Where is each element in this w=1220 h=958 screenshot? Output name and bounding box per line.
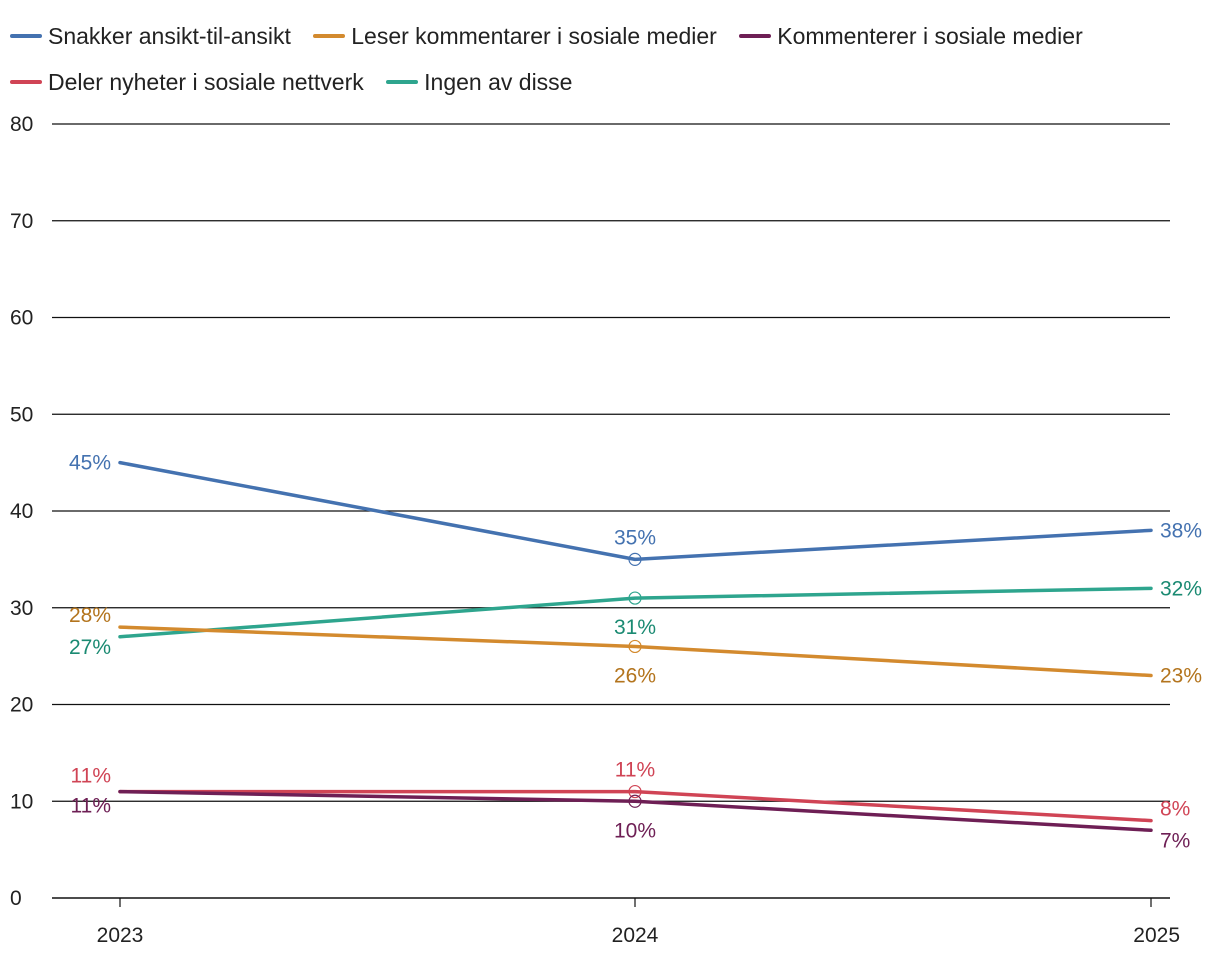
chart-legend: Snakker ansikt-til-ansikt Leser kommenta…	[10, 10, 1200, 102]
data-label-ingen-2024: 31%	[614, 616, 656, 639]
data-label-snakker-2023: 45%	[69, 452, 111, 475]
data-label-ingen-2025: 32%	[1160, 577, 1202, 600]
x-tick-label-2023: 2023	[97, 924, 144, 947]
data-label-deler-2024: 11%	[615, 759, 655, 782]
legend-item-snakker[interactable]: Snakker ansikt-til-ansikt	[10, 16, 291, 56]
data-label-leser-2025: 23%	[1160, 664, 1202, 687]
x-tick-label-2024: 2024	[612, 924, 659, 947]
legend-label-leser: Leser kommentarer i sosiale medier	[351, 23, 717, 49]
point-marker-leser-2024	[628, 639, 642, 654]
data-label-snakker-2024: 35%	[614, 526, 656, 549]
legend-item-leser[interactable]: Leser kommentarer i sosiale medier	[313, 16, 717, 56]
point-marker-ingen-2024	[628, 591, 642, 605]
legend-item-kommenterer[interactable]: Kommenterer i sosiale medier	[739, 16, 1083, 56]
legend-swatch-snakker	[10, 34, 42, 38]
legend-swatch-deler	[10, 80, 42, 84]
series-line-ingen	[118, 586, 1153, 639]
y-tick-label-30: 30	[10, 597, 33, 620]
legend-label-snakker: Snakker ansikt-til-ansikt	[48, 23, 291, 49]
legend-item-ingen[interactable]: Ingen av disse	[386, 62, 572, 102]
y-tick-label-10: 10	[10, 790, 33, 813]
y-tick-label-70: 70	[10, 210, 33, 233]
y-tick-label-50: 50	[10, 403, 33, 426]
legend-item-deler[interactable]: Deler nyheter i sosiale nettverk	[10, 62, 364, 102]
data-label-leser-2024: 26%	[614, 664, 656, 687]
series-line-leser	[118, 625, 1153, 678]
legend-swatch-kommenterer	[739, 34, 772, 38]
data-label-kommenterer-2024: 10%	[614, 819, 656, 842]
x-tick-label-2025: 2025	[1133, 924, 1180, 947]
data-label-ingen-2023: 27%	[69, 636, 111, 659]
legend-label-ingen: Ingen av disse	[424, 69, 573, 95]
legend-swatch-leser	[313, 34, 346, 38]
data-label-leser-2023: 28%	[69, 604, 111, 627]
y-tick-label-0: 0	[10, 887, 22, 910]
data-label-deler-2023: 11%	[71, 765, 111, 788]
data-label-kommenterer-2025: 7%	[1160, 829, 1190, 852]
y-tick-label-40: 40	[10, 500, 33, 523]
data-label-kommenterer-2023: 11%	[71, 795, 111, 818]
legend-label-kommenterer: Kommenterer i sosiale medier	[777, 23, 1083, 49]
legend-swatch-ingen	[386, 80, 419, 84]
series-line-deler	[118, 789, 1153, 823]
point-marker-kommenterer-2024	[628, 794, 642, 808]
series-line-kommenterer	[118, 789, 1153, 833]
y-tick-label-60: 60	[10, 307, 33, 330]
legend-label-deler: Deler nyheter i sosiale nettverk	[48, 69, 364, 95]
y-tick-label-20: 20	[10, 694, 33, 717]
point-marker-snakker-2024	[628, 552, 642, 566]
data-label-snakker-2025: 38%	[1160, 519, 1202, 542]
y-tick-label-80: 80	[10, 113, 33, 136]
point-marker-deler-2024	[628, 784, 642, 799]
series-line-snakker	[118, 460, 1153, 562]
data-label-deler-2025: 8%	[1160, 798, 1190, 821]
